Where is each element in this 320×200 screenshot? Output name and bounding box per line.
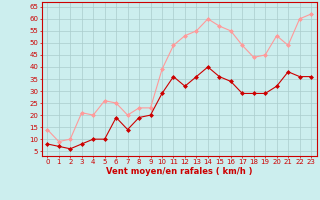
X-axis label: Vent moyen/en rafales ( km/h ): Vent moyen/en rafales ( km/h ) [106,167,252,176]
